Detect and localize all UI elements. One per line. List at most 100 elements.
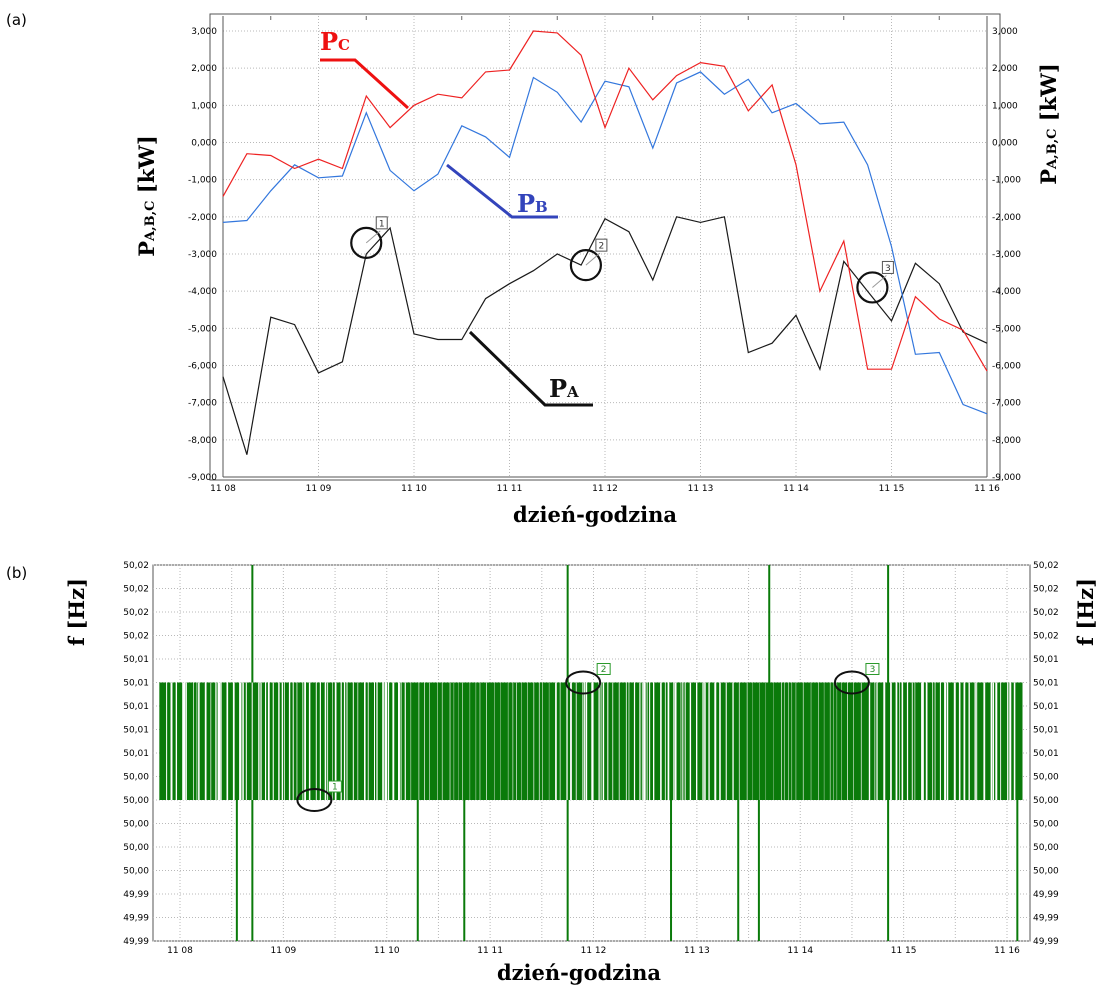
frequency-band-gap [570,682,572,800]
frequency-band-gap [217,682,220,800]
panel-b-y-ticks-left: 50,02 50,02 50,02 50,02 50,01 50,01 50,01 50,01… [123,561,149,947]
frequency-band-gap [946,682,949,800]
panel-b-y-tick-label-right: 50,00 [1033,843,1059,853]
frequency-band-gap [934,682,936,800]
panel-a-x-tick-label: 11 13 [688,484,714,494]
marker-pointer [365,230,381,244]
frequency-band-gap [876,682,878,800]
frequency-band-gap [512,682,514,800]
panel-a-y-tick-label-right: 3,000 [992,27,1018,37]
frequency-band-gap [424,682,425,800]
panel-a-power-chart: (a) 3,000 2,000 1,000 0,000 -1,000 -2,000 -3,0… [6,11,1061,527]
frequency-band-gap [633,682,636,800]
panel-a-y-axis-title-left: PA,B,C [kW] [134,135,159,257]
marker-circle [856,271,889,304]
frequency-band-gap [680,682,682,800]
frequency-band-gap [939,682,941,800]
frequency-band-gap [219,682,221,800]
frequency-band-gap [868,682,871,800]
frequency-band-gap [585,682,588,800]
panel-b-y-tick-label-left: 49,99 [123,890,149,900]
frequency-band-gap [704,682,706,800]
frequency-band-gap [232,682,235,800]
panel-b-x-tick-label: 11 14 [787,946,813,956]
frequency-band-gap [404,682,406,800]
panel-b-frequency-chart: (b) 50,0250,0250,0250,0250,0150,0150,015… [6,561,1098,985]
marker-number: 1 [379,219,385,229]
panel-b-y-tick-label-left: 50,02 [123,632,149,642]
frequency-band-gap [582,682,584,800]
frequency-band-gap [387,682,390,800]
panel-b-y-tick-label-left: 50,02 [123,608,149,618]
marker-box [881,260,894,274]
panel-b-y-tick-label-right: 50,00 [1033,773,1059,783]
panel-a-x-tick-label: 11 14 [783,484,809,494]
frequency-band-gap [332,682,333,800]
panel-a-y-axis-title-right: PA,B,C [kW] [1036,63,1061,185]
frequency-band-gap [847,682,848,800]
marker-number: 1 [332,783,338,793]
panel-b-y-tick-label-left: 50,00 [123,843,149,853]
frequency-band-gap [788,682,789,800]
frequency-band-gap [429,682,430,800]
frequency-band-gap [226,682,229,800]
frequency-band-gap [719,682,721,800]
frequency-band-gap [183,682,186,800]
frequency-band-gap [696,682,698,800]
frequency-band-gap [708,682,710,800]
panel-a-x-ticks: 11 08 11 09 11 10 11 11 11 12 11 13 11 14 11 15… [210,484,1000,494]
frequency-band-gap [746,682,748,800]
frequency-band-gap [292,682,294,800]
frequency-band-gap [591,682,593,800]
frequency-band-gap [398,682,400,800]
panel-b-y-tick-label-right: 50,01 [1033,679,1059,689]
frequency-band-gap [643,682,646,800]
frequency-band-gap [383,682,385,800]
panel-b-y-tick-label-left: 50,01 [123,749,149,759]
frequency-band-gap [646,682,648,800]
frequency-band-gap [958,682,961,800]
frequency-band-gap [346,682,348,800]
frequency-band-gap [584,682,586,800]
frequency-band-gap [602,682,605,800]
frequency-band-gap [901,682,904,800]
panel-a-y-tick-label-left: -9,000 [188,473,217,483]
frequency-band-gap [612,682,614,800]
frequency-band-gap [995,682,998,800]
frequency-band-gap [198,682,200,800]
frequency-band-gap [418,682,420,800]
frequency-band-gap [324,682,327,800]
panel-b-y-tick-label-right: 50,00 [1033,796,1059,806]
frequency-band-gap [1000,682,1002,800]
panel-b-y-axis-title-left: f [Hz] [64,578,89,646]
panel-b-x-tick-label: 11 12 [581,946,607,956]
frequency-band-gap [382,682,384,800]
panel-b-y-tick-label-right: 49,99 [1033,890,1059,900]
frequency-band-gap [278,682,280,800]
frequency-band-gap [639,682,640,800]
series-line-pc [222,30,988,372]
frequency-band-gap [193,682,194,800]
marker-ellipse [833,670,870,695]
frequency-band-gap [990,682,993,800]
pb-leader-line [446,163,558,219]
frequency-band-gap [186,682,187,800]
panel-b-y-tick-label-left: 50,00 [123,820,149,830]
frequency-band-gap [327,682,329,800]
frequency-band-gap [725,682,727,800]
panel-b-y-tick-label-left: 50,01 [123,702,149,712]
frequency-band-gap [944,682,947,800]
pc-leader-line [320,58,410,110]
frequency-band-gap [302,682,304,800]
frequency-band-gap [702,682,704,800]
frequency-band-gap [281,682,284,800]
frequency-band-gap [682,682,684,800]
frequency-band-gap [618,682,620,800]
panel-a-x-tick-label: 11 15 [879,484,905,494]
marker-number: 3 [885,264,891,274]
frequency-band-gap [288,682,291,800]
panel-a-y-tick-label-right: -8,000 [992,436,1021,446]
frequency-band-gap [251,682,253,800]
panel-b-x-tick-label: 11 11 [477,946,503,956]
frequency-band-gap [714,682,717,800]
